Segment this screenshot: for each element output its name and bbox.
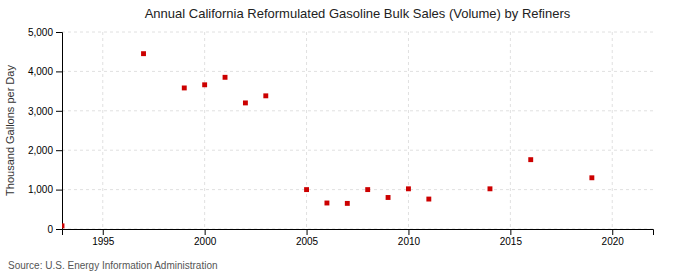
tick: 1,000 [28,184,62,195]
tick-mark [56,229,62,230]
point [406,186,411,191]
tick-mark [56,190,62,191]
point [426,197,431,202]
tick-label: 2000 [194,236,217,247]
tick: 2020 [602,229,625,247]
tick-mark [56,32,62,33]
tick-label: 3,000 [28,106,53,117]
tick-label: 2010 [398,236,421,247]
y-axis: 0 1,000 2,000 3,000 4,000 5,000 [28,27,63,235]
tick-mark [408,229,409,235]
tick-label: 4,000 [28,66,53,77]
point [202,82,207,87]
tick-mark [103,229,104,235]
tick: 1995 [92,229,115,247]
tick: 2010 [398,229,421,247]
grid-line [62,189,653,190]
tick-label: 1995 [92,236,115,247]
tick: 4,000 [28,66,62,77]
tick-label: 0 [47,224,53,235]
axis-line [56,33,63,230]
tick-mark [307,229,308,235]
tick-label: 5,000 [28,27,53,38]
tick: 0 [47,224,62,235]
tick-mark [56,71,62,72]
tick: 3,000 [28,106,62,117]
tick: 2,000 [28,145,62,156]
tick-mark [56,150,62,151]
point [182,85,187,90]
tick-label: 1,000 [28,184,53,195]
chart: 1995 2000 2005 2010 2015 2020 0 1,000 2,000 3,000… [0,0,675,275]
grid-line [62,110,653,111]
point [304,187,309,192]
tick-label: 2015 [500,236,523,247]
point [386,195,391,200]
tick: 5,000 [28,27,62,38]
point [62,223,64,228]
grid-line [306,32,307,229]
grid-line [62,71,653,72]
grid [62,32,653,229]
tick-label: 2005 [296,236,319,247]
grid-line [62,32,653,33]
point [365,187,370,192]
tick: 2005 [296,229,319,247]
y-axis-title: Thousand Gallons per Day [4,65,16,196]
axis-line [63,230,654,236]
tick-mark [56,111,62,112]
tick: 2015 [500,229,523,247]
tick-mark [205,229,206,235]
x-axis: 1995 2000 2005 2010 2015 2020 [63,229,654,247]
annotation: Source: U.S. Energy Information Administ… [8,260,218,271]
tick-mark [510,229,511,235]
plot-area: 1995 2000 2005 2010 2015 2020 0 1,000 2,000 3,000… [28,27,654,247]
point [223,75,228,80]
points [62,51,594,228]
grid-line [408,32,409,229]
grid-line [204,32,205,229]
title: Annual California Reformulated Gasoline … [145,6,571,21]
point [488,186,493,191]
point [528,157,533,162]
point [589,175,594,180]
tick-label: 2020 [602,236,625,247]
grid-line [510,32,511,229]
grid-line [62,150,653,151]
grid-line [612,32,613,229]
grid-line [102,32,103,229]
point [324,201,329,206]
tick: 2000 [194,229,217,247]
point [345,201,350,206]
point [263,93,268,98]
point [141,51,146,56]
point [243,100,248,105]
tick-mark [612,229,613,235]
tick-label: 2,000 [28,145,53,156]
